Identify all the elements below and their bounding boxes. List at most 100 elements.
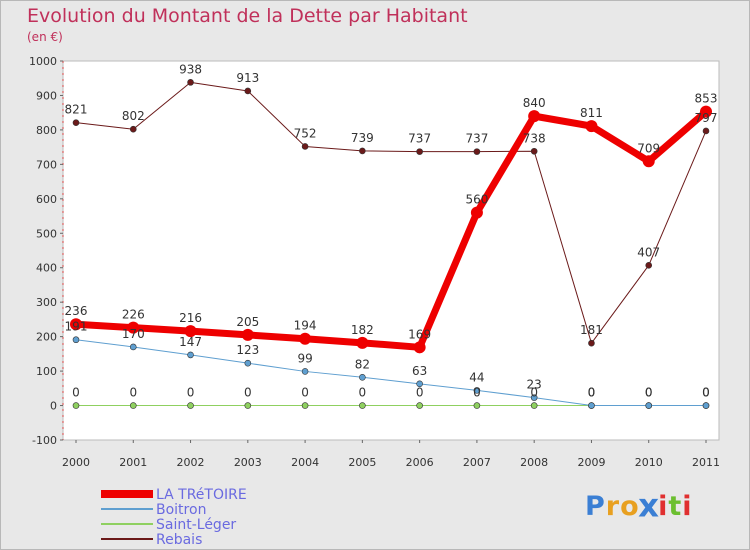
data-point-la-tr-toire — [127, 321, 140, 334]
y-tick-label: 600 — [36, 193, 57, 206]
data-label-boitron: 0 — [702, 386, 710, 400]
data-point-saint-l-ger — [359, 402, 366, 409]
data-point-la-tr-toire — [528, 110, 541, 123]
x-tick-label: 2001 — [119, 456, 147, 469]
y-tick-label: 400 — [36, 262, 57, 275]
data-label-boitron: 191 — [65, 320, 88, 334]
y-tick-label: 500 — [36, 227, 57, 240]
data-label-boitron: 63 — [412, 364, 427, 378]
chart-title: Evolution du Montant de la Dette par Hab… — [27, 5, 468, 27]
data-label-rebais: 737 — [465, 132, 488, 146]
data-label-boitron: 123 — [236, 343, 259, 357]
logo-letter: i — [658, 491, 669, 522]
data-label-saint-l-ger: 0 — [702, 386, 710, 400]
data-point-rebais — [530, 147, 538, 155]
x-tick-label: 2002 — [177, 456, 205, 469]
data-point-la-tr-toire — [585, 120, 598, 133]
data-label-saint-l-ger: 0 — [473, 386, 481, 400]
data-point-la-tr-toire — [470, 206, 483, 219]
data-label-la-tr-toire: 560 — [465, 193, 488, 207]
data-point-rebais — [301, 143, 309, 150]
legend-label-rebais: Rebais — [156, 532, 202, 548]
data-label-la-tr-toire: 216 — [179, 311, 202, 325]
data-point-rebais — [72, 119, 80, 126]
data-label-rebais: 739 — [351, 131, 374, 145]
data-label-la-tr-toire: 709 — [637, 141, 660, 155]
data-label-rebais: 938 — [179, 62, 202, 76]
data-point-saint-l-ger — [530, 402, 538, 409]
data-label-rebais: 821 — [65, 103, 88, 117]
x-tick-label: 2005 — [348, 456, 376, 469]
data-label-saint-l-ger: 0 — [359, 386, 367, 400]
data-point-boitron — [129, 343, 137, 351]
x-tick-label: 2010 — [635, 456, 663, 469]
data-label-rebais: 737 — [408, 132, 431, 146]
data-point-la-tr-toire — [356, 336, 369, 349]
data-label-rebais: 738 — [523, 131, 546, 145]
chart-unit-label: (en €) — [27, 30, 63, 44]
data-point-rebais — [416, 148, 423, 155]
data-point-la-tr-toire — [184, 325, 197, 338]
data-point-boitron — [416, 380, 423, 388]
data-label-saint-l-ger: 0 — [416, 386, 424, 400]
data-point-la-tr-toire — [70, 318, 82, 331]
data-label-saint-l-ger: 0 — [72, 386, 80, 400]
data-label-saint-l-ger: 0 — [301, 386, 309, 400]
data-point-rebais — [244, 87, 252, 95]
data-label-la-tr-toire: 840 — [523, 96, 546, 110]
x-tick-label: 2000 — [62, 456, 90, 469]
data-point-la-tr-toire — [299, 332, 312, 345]
x-tick-label: 2004 — [291, 456, 319, 469]
data-label-la-tr-toire: 169 — [408, 327, 431, 341]
data-label-saint-l-ger: 0 — [530, 386, 538, 400]
series-line-la-tr-toire — [72, 108, 710, 351]
y-tick-label: 1000 — [29, 55, 57, 68]
series-layer — [70, 79, 712, 409]
data-point-rebais — [473, 148, 481, 155]
data-point-rebais — [645, 262, 653, 269]
x-tick-label: 2011 — [692, 456, 720, 469]
logo-letter: P — [585, 491, 606, 522]
data-label-la-tr-toire: 182 — [351, 323, 374, 337]
y-tick-label: -100 — [32, 434, 57, 447]
data-label-rebais: 913 — [236, 71, 259, 85]
x-tick-label: 2006 — [406, 456, 434, 469]
data-label-la-tr-toire: 194 — [294, 319, 317, 333]
data-point-boitron — [702, 402, 710, 409]
data-label-boitron: 23 — [527, 378, 542, 392]
data-point-saint-l-ger — [129, 402, 137, 409]
data-point-boitron — [187, 351, 194, 359]
data-label-rebais: 407 — [637, 245, 660, 259]
logo-letter: x — [637, 487, 660, 526]
data-label-boitron: 82 — [355, 357, 370, 371]
data-point-boitron — [473, 387, 481, 394]
data-point-boitron — [645, 402, 653, 409]
data-point-saint-l-ger — [473, 402, 481, 409]
data-point-rebais — [187, 79, 194, 86]
data-label-saint-l-ger: 0 — [187, 386, 195, 400]
data-label-boitron: 44 — [469, 370, 484, 384]
series-line-rebais — [75, 81, 707, 344]
data-label-boitron: 170 — [122, 327, 145, 341]
data-point-la-tr-toire — [413, 341, 426, 354]
data-label-saint-l-ger: 0 — [129, 386, 137, 400]
data-point-saint-l-ger — [301, 402, 309, 409]
y-tick-label: 700 — [36, 158, 57, 171]
y-tick-label: 0 — [50, 400, 57, 413]
x-tick-label: 2008 — [520, 456, 548, 469]
x-tick-label: 2009 — [577, 456, 605, 469]
data-point-la-tr-toire — [700, 105, 712, 118]
logo-letter: t — [668, 491, 683, 522]
data-point-saint-l-ger — [187, 402, 194, 409]
data-point-rebais — [702, 127, 710, 135]
data-point-la-tr-toire — [642, 155, 655, 168]
proxiti-logo: Proxiti — [585, 487, 693, 526]
data-label-la-tr-toire: 226 — [122, 308, 145, 322]
data-point-saint-l-ger — [244, 402, 252, 409]
data-label-boitron: 99 — [297, 351, 312, 365]
data-label-saint-l-ger: 0 — [244, 386, 252, 400]
data-point-rebais — [359, 147, 366, 155]
legend-label-saint-l-ger: Saint-Léger — [156, 517, 236, 533]
